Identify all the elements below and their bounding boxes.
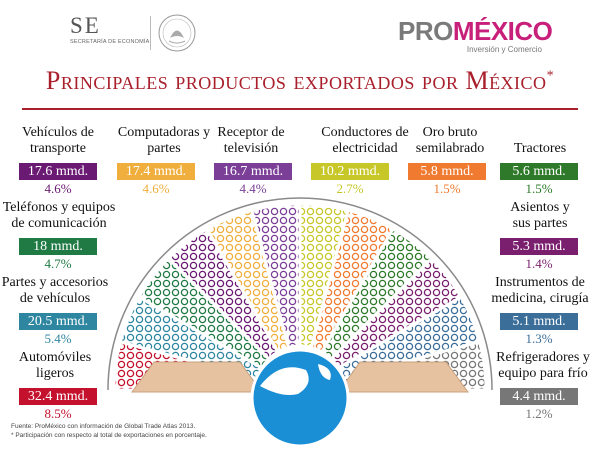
product-percent: 4.4% xyxy=(239,181,267,196)
product-value: 5.6 mmd. xyxy=(500,163,578,180)
product-percent: 2.7% xyxy=(336,181,364,196)
product-name: Teléfonos y equipos de comunicación xyxy=(2,200,116,231)
product-value: 16.7 mmd. xyxy=(214,163,292,180)
header: SE SECRETARÍA DE ECONOMÍA PROMÉXICO Inve… xyxy=(0,0,600,68)
product-percent: 4.6% xyxy=(142,181,170,196)
product-percent: 4.6% xyxy=(44,181,72,196)
promexico-mexico: MÉXICO xyxy=(452,16,553,46)
product-name: Automóviles ligeros xyxy=(18,350,92,381)
product-name: Vehículos de transporte xyxy=(22,125,94,156)
product-name: Asientos y sus partes xyxy=(510,200,570,231)
fan-rim xyxy=(107,197,493,391)
footer: Fuente: ProMéxico con información de Glo… xyxy=(11,423,207,440)
promexico-wordmark: PROMÉXICO xyxy=(398,16,553,46)
fan-base xyxy=(131,348,469,448)
product-percent: 1.4% xyxy=(525,256,553,271)
title-asterisk: * xyxy=(546,68,555,84)
national-seal-icon xyxy=(158,14,196,52)
product-percent: 5.4% xyxy=(44,331,72,346)
globe-icon xyxy=(250,348,350,448)
product-value: 5.3 mmd. xyxy=(500,238,578,255)
promexico-logo: PROMÉXICO Inversión y Comercio xyxy=(398,16,553,54)
product-value: 5.1 mmd. xyxy=(500,313,578,330)
logo-divider xyxy=(150,16,151,50)
product-percent: 1.5% xyxy=(433,181,461,196)
product-percent: 1.5% xyxy=(525,181,553,196)
se-logo-letters: SE xyxy=(70,13,101,38)
product-value: 20.5 mmd. xyxy=(19,313,97,330)
product-value: 32.4 mmd. xyxy=(19,388,97,405)
product-percent: 4.7% xyxy=(44,256,72,271)
product-name: Conductores de electricidad xyxy=(321,125,409,156)
se-logo-subtitle: SECRETARÍA DE ECONOMÍA xyxy=(70,39,150,45)
se-logo: SE SECRETARÍA DE ECONOMÍA xyxy=(70,14,150,45)
product-name: Refrigeradores y equipo para frío xyxy=(496,350,590,381)
product-name: Computadoras y partes xyxy=(117,125,211,156)
source-note: Fuente: ProMéxico con información de Glo… xyxy=(11,423,196,430)
product-value: 5.8 mmd. xyxy=(408,163,486,180)
promexico-pro: PRO xyxy=(398,16,453,46)
product-value: 4.4 mmd. xyxy=(500,388,578,405)
page-title-text: Principales productos exportados por Méx… xyxy=(45,66,547,95)
title-rule xyxy=(22,108,578,110)
product-name: Tractores xyxy=(513,141,567,156)
promexico-subtitle: Inversión y Comercio xyxy=(466,45,542,54)
product-value: 10.2 mmd. xyxy=(311,163,389,180)
product-value: 17.6 mmd. xyxy=(19,163,97,180)
percent-note: * Participación con respecto al total de… xyxy=(11,431,207,439)
product-percent: 1.2% xyxy=(525,406,553,421)
product-name: Receptor de televisión xyxy=(217,125,285,156)
globe-land xyxy=(260,364,331,395)
product-value: 17.4 mmd. xyxy=(117,163,195,180)
product-percent: 1.3% xyxy=(525,331,553,346)
product-value: 18 mmd. xyxy=(19,238,97,255)
product-percent: 8.5% xyxy=(44,406,72,421)
page-title: Principales productos exportados por Méx… xyxy=(0,66,600,96)
product-name: Partes y accesorios de vehículos xyxy=(1,275,109,306)
product-name: Oro bruto semilabrado xyxy=(415,125,485,156)
product-name: Instrumentos de medicina, cirugía xyxy=(491,275,589,306)
